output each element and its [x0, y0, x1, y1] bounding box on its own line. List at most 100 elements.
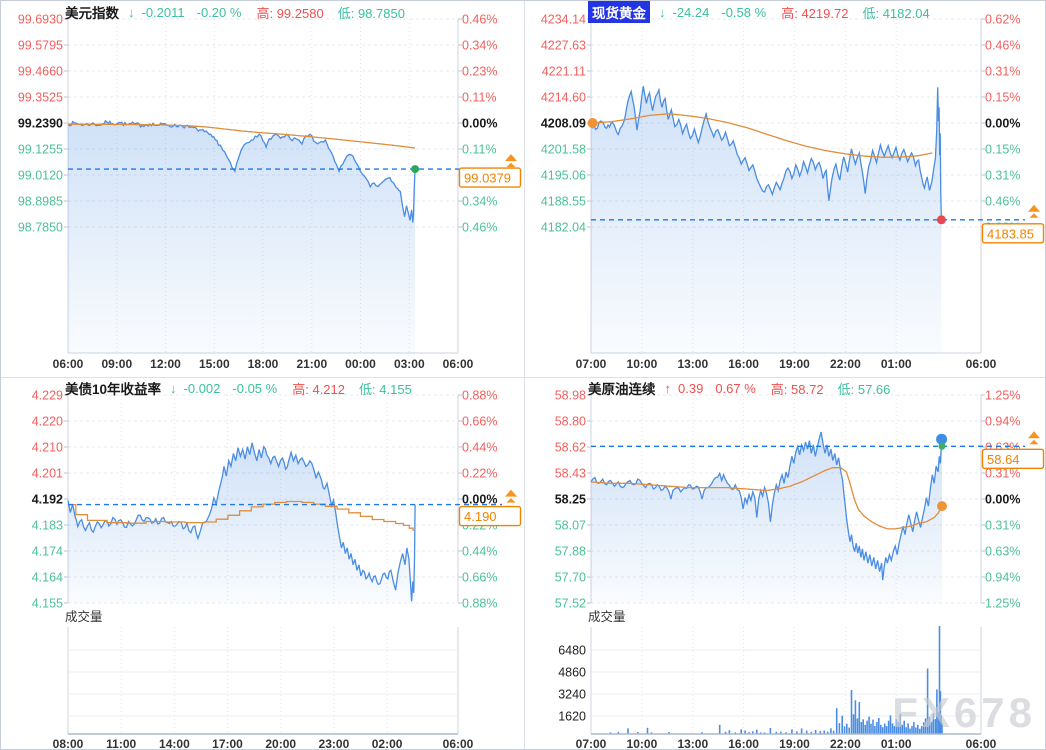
svg-text:0.00%: 0.00%: [462, 117, 497, 131]
price-change-percent: -0.05 %: [232, 380, 278, 396]
instrument-title[interactable]: 美原油连续: [588, 382, 656, 397]
svg-text:07:00: 07:00: [576, 737, 607, 750]
svg-text:14:00: 14:00: [159, 737, 190, 750]
current-price-label: 58.64: [987, 452, 1020, 467]
svg-text:08:00: 08:00: [53, 737, 84, 750]
svg-text:0.31%: 0.31%: [985, 65, 1020, 79]
svg-text:06:00: 06:00: [966, 737, 997, 750]
svg-text:0.15%: 0.15%: [985, 143, 1020, 157]
svg-text:0.11%: 0.11%: [462, 143, 497, 157]
price-change: -0.002: [183, 380, 221, 396]
down-arrow-icon: ↓: [128, 4, 135, 20]
svg-text:0.44%: 0.44%: [462, 441, 497, 455]
price-marker-arrow-icon: [1028, 204, 1040, 218]
svg-text:16:00: 16:00: [728, 357, 759, 371]
svg-text:99.2390: 99.2390: [18, 117, 63, 131]
instrument-title[interactable]: 美债10年收益率: [65, 382, 162, 397]
day-high: 高: 99.2580: [256, 5, 324, 21]
svg-text:58.25: 58.25: [555, 493, 586, 507]
svg-text:99.3525: 99.3525: [18, 91, 63, 105]
panel-spot-gold: 现货黄金 ↓ -24.24 -0.58 % 高: 4219.72 低: 4182…: [524, 1, 1046, 377]
svg-text:99.4660: 99.4660: [18, 65, 63, 79]
svg-text:0.31%: 0.31%: [985, 467, 1020, 481]
crude-oil-chart[interactable]: 58.98 1.25% 58.80 0.94% 58.62 0.63% 58.43 0.31%…: [524, 377, 1046, 750]
price-change: -24.24: [672, 4, 710, 20]
svg-text:4.220: 4.220: [32, 415, 63, 429]
current-price-label: 99.0379: [464, 171, 511, 186]
svg-text:4.192: 4.192: [32, 493, 63, 507]
current-price-label: 4.190: [464, 509, 497, 524]
svg-text:21:00: 21:00: [296, 357, 327, 371]
us10y-yield-chart[interactable]: 4.229 0.88% 4.220 0.66% 4.210 0.44% 4.201 0.22%…: [1, 377, 524, 750]
day-low: 低: 57.66: [837, 381, 891, 397]
svg-text:0.34%: 0.34%: [462, 39, 497, 53]
svg-text:98.8985: 98.8985: [18, 195, 63, 209]
svg-text:0.94%: 0.94%: [985, 415, 1020, 429]
svg-text:06:00: 06:00: [53, 357, 84, 371]
svg-text:4214.60: 4214.60: [541, 91, 586, 105]
svg-text:07:00: 07:00: [576, 357, 607, 371]
svg-text:0.22%: 0.22%: [462, 467, 497, 481]
svg-text:0.63%: 0.63%: [985, 545, 1020, 559]
svg-text:0.15%: 0.15%: [985, 91, 1020, 105]
svg-text:58.62: 58.62: [555, 441, 586, 455]
svg-text:4208.09: 4208.09: [541, 117, 586, 131]
price-change-percent: 0.67 %: [715, 380, 756, 396]
svg-text:4.183: 4.183: [32, 519, 63, 533]
price-marker-arrow-icon: [505, 154, 517, 168]
up-arrow-icon: ↑: [664, 380, 672, 396]
svg-text:13:00: 13:00: [677, 737, 708, 750]
svg-text:99.1255: 99.1255: [18, 143, 63, 157]
svg-text:22:00: 22:00: [830, 357, 861, 371]
down-arrow-icon: ↓: [659, 4, 666, 20]
price-marker-arrow-icon: [1028, 431, 1040, 445]
svg-text:0.23%: 0.23%: [462, 65, 497, 79]
svg-text:09:00: 09:00: [101, 357, 132, 371]
svg-text:1.25%: 1.25%: [985, 389, 1020, 403]
day-high: 高: 4219.72: [781, 5, 849, 21]
instrument-title-selected[interactable]: 现货黄金: [588, 1, 650, 23]
svg-text:10:00: 10:00: [627, 357, 658, 371]
svg-text:01:00: 01:00: [881, 357, 912, 371]
svg-text:6480: 6480: [558, 644, 586, 658]
svg-text:0.46%: 0.46%: [462, 221, 497, 235]
svg-text:0.88%: 0.88%: [462, 389, 497, 403]
price-change: -0.2011: [141, 4, 185, 20]
instrument-title[interactable]: 美元指数: [65, 6, 119, 21]
price-marker-arrow-icon: [505, 489, 517, 503]
svg-text:58.43: 58.43: [555, 467, 586, 481]
spot-gold-chart[interactable]: 4234.14 0.62% 4227.63 0.46% 4221.11 0.31% 4214…: [524, 1, 1046, 377]
svg-text:17:00: 17:00: [212, 737, 243, 750]
svg-text:4.155: 4.155: [32, 597, 63, 611]
panel-us10y-yield: 美债10年收益率 ↓ -0.002 -0.05 % 高: 4.212 低: 4.…: [1, 377, 524, 750]
svg-text:4201.58: 4201.58: [541, 143, 586, 157]
day-high: 高: 4.212: [292, 381, 346, 397]
column-divider: [524, 1, 525, 749]
usd-index-chart[interactable]: 99.6930 0.46% 99.5795 0.34% 99.4660 0.23% 99.3…: [1, 1, 524, 377]
svg-text:4227.63: 4227.63: [541, 39, 586, 53]
svg-text:0.66%: 0.66%: [462, 571, 497, 585]
panel-crude-oil: 美原油连续 ↑ 0.39 0.67 % 高: 58.72 低: 57.66 58…: [524, 377, 1046, 750]
svg-text:02:00: 02:00: [372, 737, 403, 750]
svg-text:0.31%: 0.31%: [985, 169, 1020, 183]
svg-text:06:00: 06:00: [443, 357, 474, 371]
day-low: 低: 4.155: [359, 381, 412, 397]
svg-text:57.88: 57.88: [555, 545, 586, 559]
svg-text:0.46%: 0.46%: [985, 195, 1020, 209]
svg-text:0.11%: 0.11%: [462, 91, 497, 105]
svg-text:16:00: 16:00: [728, 737, 759, 750]
svg-text:3240: 3240: [558, 688, 586, 702]
svg-text:06:00: 06:00: [966, 357, 997, 371]
svg-text:1620: 1620: [558, 710, 586, 724]
svg-text:1.25%: 1.25%: [985, 597, 1020, 611]
svg-text:4.174: 4.174: [32, 545, 63, 559]
row-divider: [1, 377, 1045, 378]
svg-text:99.5795: 99.5795: [18, 39, 63, 53]
svg-text:0.44%: 0.44%: [462, 545, 497, 559]
svg-text:0.88%: 0.88%: [462, 597, 497, 611]
svg-text:4.210: 4.210: [32, 441, 63, 455]
day-low: 低: 98.7850: [337, 5, 405, 21]
svg-text:4182.04: 4182.04: [541, 221, 586, 235]
svg-text:4860: 4860: [558, 666, 586, 680]
svg-text:4221.11: 4221.11: [542, 65, 586, 79]
